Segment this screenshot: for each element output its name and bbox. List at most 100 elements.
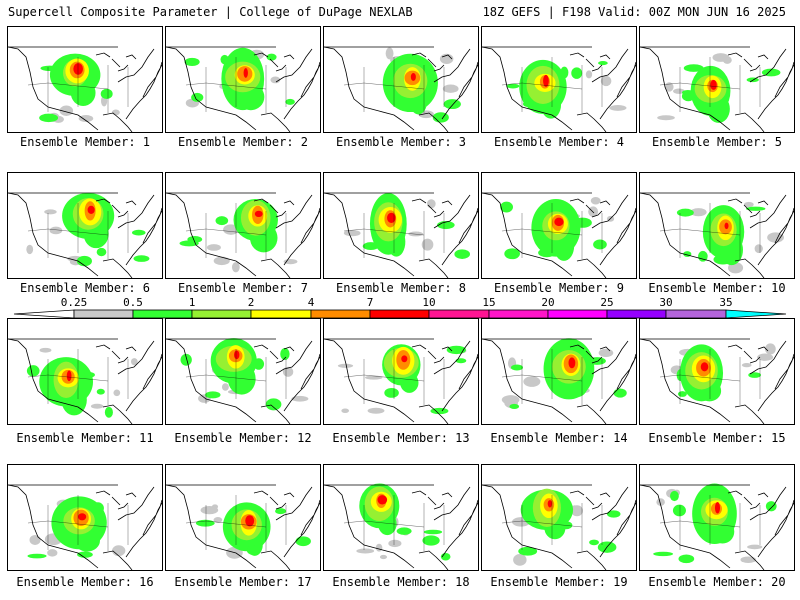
map-panel — [323, 318, 479, 425]
scp-shading — [26, 192, 150, 267]
state-borders — [343, 57, 445, 113]
great-lakes — [569, 344, 611, 364]
map-image — [640, 192, 794, 278]
scp-shading — [670, 343, 776, 402]
map-panel — [639, 318, 795, 425]
coastline — [166, 338, 320, 424]
coastline — [640, 484, 794, 570]
state-borders — [501, 495, 603, 551]
panel-label: Ensemble Member: 5 — [651, 135, 783, 149]
state-borders — [185, 349, 287, 405]
map-panel — [165, 172, 321, 279]
state-borders — [501, 57, 603, 113]
panel-label: Ensemble Member: 18 — [332, 575, 470, 589]
panel-label: Ensemble Member: 6 — [19, 281, 151, 295]
map-image — [324, 338, 478, 424]
state-borders — [185, 495, 287, 551]
colorbar-tick-label: 0.5 — [123, 296, 143, 309]
map-image — [166, 338, 320, 424]
panel-label: Ensemble Member: 7 — [177, 281, 309, 295]
scp-shading — [506, 59, 627, 119]
scp-shading — [512, 488, 621, 566]
map-image — [482, 338, 636, 424]
coastline — [324, 192, 478, 278]
colorbar-segment — [132, 309, 193, 319]
state-borders — [343, 349, 445, 405]
great-lakes — [727, 52, 769, 72]
colorbar-tick-label: 15 — [482, 296, 496, 309]
panel-label: Ensemble Member: 8 — [335, 281, 467, 295]
state-borders — [185, 57, 287, 113]
scp-shading — [500, 196, 615, 261]
map-image — [8, 484, 162, 570]
great-lakes — [411, 344, 453, 364]
great-lakes — [727, 344, 769, 364]
map-image — [324, 192, 478, 278]
coastline — [166, 192, 320, 278]
map-panel — [481, 172, 637, 279]
coastline — [8, 192, 162, 278]
colorbar-segment — [547, 309, 608, 319]
coastline — [640, 338, 794, 424]
scp-shading — [180, 338, 309, 411]
scp-shading — [179, 198, 298, 273]
scp-shading — [657, 53, 781, 123]
coastline — [8, 338, 162, 424]
colorbar-tick-label: 4 — [307, 296, 315, 309]
great-lakes — [411, 490, 453, 510]
state-borders — [659, 349, 761, 405]
great-lakes — [569, 490, 611, 510]
scp-shading — [382, 47, 461, 123]
state-borders — [343, 495, 445, 551]
valid-time: 18Z GEFS | F198 Valid: 00Z MON JUN 16 20… — [482, 5, 786, 19]
colorbar-tick-label: 7 — [366, 296, 374, 309]
panel-label: Ensemble Member: 4 — [493, 135, 625, 149]
state-borders — [27, 495, 129, 551]
coastline — [482, 46, 636, 132]
colorbar-segment — [191, 309, 252, 319]
state-borders — [27, 349, 129, 405]
colorbar-segment — [250, 309, 312, 319]
colorbar-segment — [665, 309, 727, 319]
colorbar-tick-label: 25 — [600, 296, 614, 309]
colorbar-tick-label: 0.25 — [60, 296, 88, 309]
map-panel — [165, 464, 321, 571]
scp-shading — [184, 47, 295, 111]
colorbar-segment — [73, 309, 134, 319]
map-panel — [165, 318, 321, 425]
coastline — [640, 192, 794, 278]
state-borders — [659, 203, 761, 259]
scp-shading — [676, 201, 784, 274]
map-image — [8, 192, 162, 278]
map-image — [640, 483, 794, 570]
map-image — [166, 192, 320, 278]
panel-label: Ensemble Member: 3 — [335, 135, 467, 149]
panel-label: Ensemble Member: 2 — [177, 135, 309, 149]
state-borders — [27, 203, 129, 259]
great-lakes — [253, 344, 295, 364]
state-borders — [27, 57, 129, 113]
coastline — [8, 46, 162, 132]
panel-label: Ensemble Member: 17 — [174, 575, 312, 589]
map-image — [324, 46, 478, 132]
panel-label: Ensemble Member: 15 — [648, 431, 786, 445]
scp-shading — [27, 496, 126, 559]
panel-label: Ensemble Member: 20 — [648, 575, 786, 589]
colorbar-tick-label: 20 — [541, 296, 555, 309]
coastline — [324, 484, 478, 570]
map-image — [166, 484, 320, 570]
great-lakes — [727, 198, 769, 218]
great-lakes — [95, 490, 137, 510]
colorbar-tick-label: 30 — [659, 296, 673, 309]
colorbar — [13, 309, 787, 319]
great-lakes — [95, 344, 137, 364]
colorbar-tick-label: 35 — [719, 296, 733, 309]
map-image — [482, 484, 636, 570]
map-title: Supercell Composite Parameter | College … — [8, 5, 413, 19]
scp-shading — [356, 483, 451, 561]
coastline — [8, 484, 162, 570]
great-lakes — [253, 198, 295, 218]
state-borders — [501, 203, 603, 259]
great-lakes — [569, 52, 611, 72]
panel-label: Ensemble Member: 12 — [174, 431, 312, 445]
